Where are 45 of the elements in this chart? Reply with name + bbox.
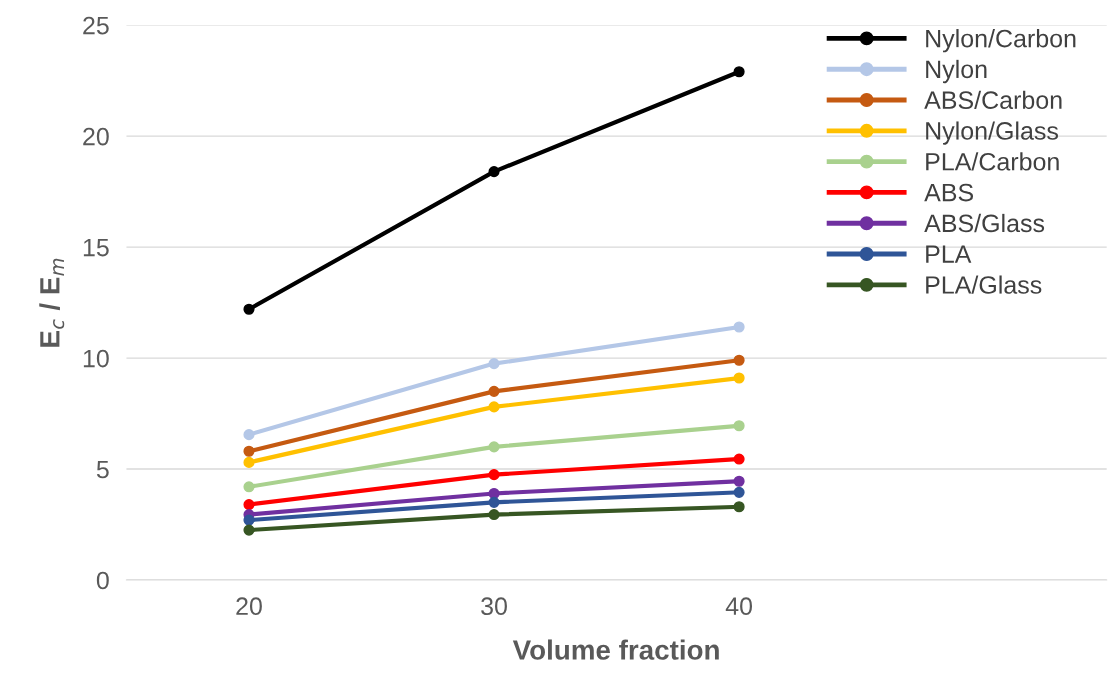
y-tick-label: 10: [83, 349, 109, 368]
point: [243, 514, 255, 526]
legend-label: ABS/Carbon: [924, 90, 1062, 109]
point: [733, 453, 745, 465]
point: [733, 354, 745, 366]
legend-label: ABS: [924, 183, 974, 202]
point: [733, 475, 745, 487]
point: [488, 358, 500, 370]
legend-label: PLA: [926, 245, 972, 263]
legend-label: PLA/Glass: [926, 275, 1042, 294]
point: [488, 166, 500, 178]
point: [733, 486, 745, 498]
point: [243, 445, 255, 457]
point: [488, 469, 500, 481]
point: [733, 420, 745, 432]
point: [488, 509, 500, 521]
point: [733, 321, 745, 333]
point: [243, 481, 255, 493]
point: [243, 429, 255, 441]
point: [243, 524, 255, 536]
point: [488, 401, 500, 413]
y-tick-label: 20: [83, 127, 109, 146]
legend-label: Nylon/Glass: [926, 121, 1058, 145]
y-tick-label: 0: [96, 571, 109, 590]
point: [488, 441, 500, 453]
point: [243, 456, 255, 468]
legend-label: ABS/Glass: [924, 213, 1045, 233]
legend-label: PLA/Carbon: [926, 152, 1059, 171]
legend-label: Nylon: [926, 59, 987, 84]
y-tick-label: 5: [96, 460, 109, 479]
point: [733, 66, 745, 78]
y-tick-label: 25: [83, 16, 109, 35]
y-tick-label: 15: [83, 238, 109, 257]
y-axis-title: E$_{c}$ / E$_{m}$: [39, 258, 65, 347]
point: [733, 372, 745, 384]
x-tick-label: 20: [236, 597, 262, 616]
point: [243, 499, 255, 511]
point: [733, 501, 745, 513]
x-tick-label: 30: [481, 597, 507, 616]
x-tick-label: 40: [725, 597, 753, 616]
point: [243, 303, 255, 315]
legend-label: Nylon/Carbon: [926, 29, 1076, 53]
point: [488, 385, 500, 397]
point: [488, 496, 500, 508]
x-axis-title: Volume fraction: [512, 639, 719, 660]
